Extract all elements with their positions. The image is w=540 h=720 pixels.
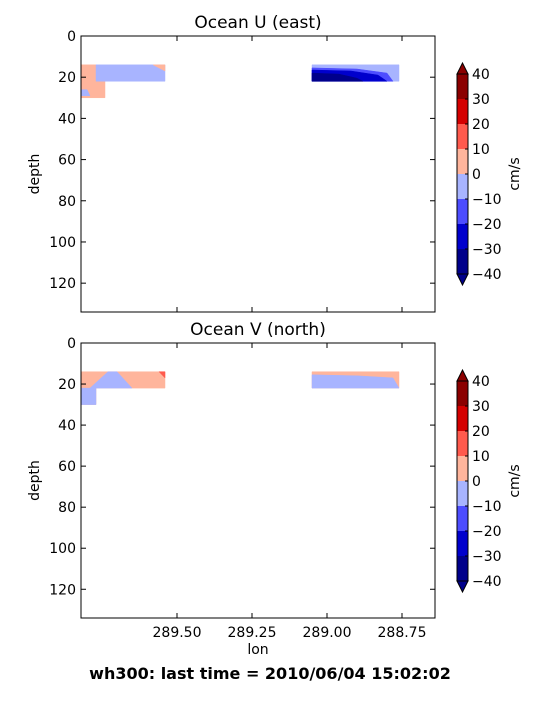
y-tick-label: 20 — [58, 377, 76, 393]
y-axis-label: depth — [27, 154, 43, 195]
colorbar-label: cm/s — [507, 157, 523, 190]
y-tick-label: 20 — [58, 70, 76, 86]
colorbar-tick-label: −30 — [472, 549, 502, 565]
colorbar-tick-label: −40 — [472, 574, 502, 590]
contour-region — [89, 371, 133, 389]
colorbar-tick-label: 0 — [472, 474, 481, 490]
colorbar-tick-label: 20 — [472, 117, 490, 133]
colorbar-tick-label: 40 — [472, 67, 490, 83]
colorbar-segment — [457, 74, 468, 99]
contour-region — [158, 371, 166, 379]
axes-frame — [80, 35, 436, 313]
colorbar-segment — [457, 99, 468, 124]
colorbar-segment — [457, 406, 468, 431]
y-tick-label: 0 — [67, 336, 76, 352]
panel-title: Ocean U (east) — [194, 13, 321, 33]
colorbar-tick-label: −20 — [472, 217, 502, 233]
colorbar-segment — [457, 431, 468, 456]
colorbar-extend-top — [456, 368, 469, 382]
colorbar-tick-label: 30 — [472, 399, 490, 415]
colorbar-tick-label: −20 — [472, 524, 502, 540]
y-axis-label: depth — [27, 460, 43, 501]
colorbar-segment — [457, 249, 468, 274]
y-tick-label: 120 — [49, 276, 76, 292]
colorbar-segment — [457, 456, 468, 481]
colorbar-tick-label: −30 — [472, 242, 502, 258]
colorbar-segment — [457, 531, 468, 556]
colorbar-segment — [457, 149, 468, 174]
colorbar-segment — [457, 124, 468, 149]
contour-region — [311, 72, 364, 82]
colorbar-segment — [457, 381, 468, 406]
plot-area — [81, 36, 435, 312]
y-tick-label: 40 — [58, 418, 76, 434]
figure-suptitle: wh300: last time = 2010/06/04 15:02:02 — [89, 664, 451, 683]
y-tick-label: 0 — [67, 29, 76, 45]
colorbar-segment — [457, 506, 468, 531]
x-tick-label: 289.00 — [303, 625, 352, 641]
x-tick-label: 288.75 — [378, 625, 427, 641]
colorbar-tick-label: 0 — [472, 167, 481, 183]
y-tick-label: 60 — [58, 153, 76, 169]
colorbar-tick-label: −10 — [472, 192, 502, 208]
y-tick-label: 60 — [58, 459, 76, 475]
x-tick-label: 289.50 — [153, 625, 202, 641]
y-tick-label: 100 — [49, 235, 76, 251]
colorbar-tick-label: 10 — [472, 142, 490, 158]
y-tick-label: 100 — [49, 541, 76, 557]
contour-region — [81, 387, 97, 405]
y-tick-label: 80 — [58, 194, 76, 210]
y-tick-label: 120 — [49, 582, 76, 598]
y-tick-label: 40 — [58, 111, 76, 127]
axes-frame — [80, 342, 436, 619]
colorbar-label: cm/s — [507, 464, 523, 497]
colorbar-tick-label: 30 — [472, 92, 490, 108]
colorbar-tick-label: −40 — [472, 267, 502, 283]
contour-region — [311, 374, 400, 389]
colorbar-segment — [457, 174, 468, 199]
colorbar-tick-label: 10 — [472, 449, 490, 465]
colorbar-extend-top — [456, 61, 469, 75]
colorbar-extend-bottom — [456, 580, 469, 594]
colorbar-segment — [457, 224, 468, 249]
colorbar-segment — [457, 556, 468, 581]
contour-region — [95, 64, 166, 82]
panel-title: Ocean V (north) — [190, 320, 326, 340]
plot-area — [81, 343, 435, 618]
x-tick-label: 289.25 — [228, 625, 277, 641]
colorbar-segment — [457, 481, 468, 506]
colorbar-segment — [457, 199, 468, 224]
colorbar-extend-bottom — [456, 273, 469, 287]
colorbar-tick-label: 40 — [472, 374, 490, 390]
y-tick-label: 80 — [58, 500, 76, 516]
x-axis-label: lon — [247, 642, 268, 658]
contour-region — [152, 64, 166, 72]
colorbar-tick-label: 20 — [472, 424, 490, 440]
contour-region — [81, 89, 91, 96]
colorbar-tick-label: −10 — [472, 499, 502, 515]
